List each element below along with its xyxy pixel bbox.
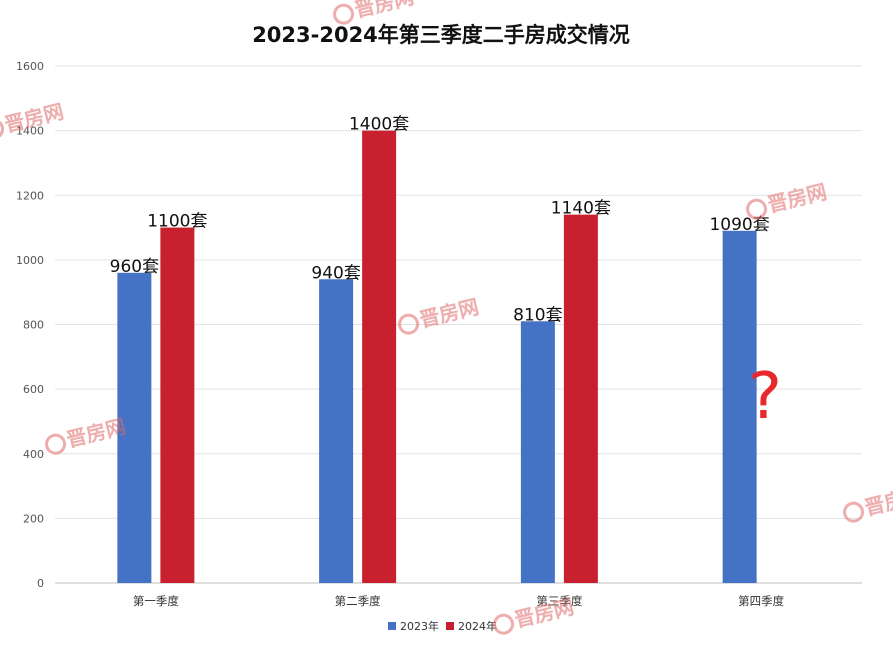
x-tick-label: 第四季度 — [738, 594, 784, 608]
watermark-swirl-icon — [843, 501, 865, 523]
y-tick-label: 200 — [23, 512, 44, 525]
bar-2023 — [319, 279, 354, 583]
legend-swatch-2023 — [388, 622, 396, 630]
watermark-text: 晋房网 — [352, 0, 416, 22]
bar-2023 — [117, 272, 152, 583]
y-tick-label: 1000 — [16, 254, 44, 267]
x-axis: 第一季度 第二季度 第三季度 第四季度 — [133, 594, 785, 608]
legend-label-2024: 2024年 — [458, 619, 497, 633]
bar-2024 — [362, 130, 397, 583]
y-tick-label: 1200 — [16, 189, 44, 202]
bars — [117, 130, 757, 583]
x-tick-label: 第三季度 — [536, 594, 582, 608]
data-label: 1400套 — [349, 115, 409, 135]
legend: 2023年 2024年 — [388, 619, 497, 633]
watermark-logo: 晋房网 — [398, 294, 481, 335]
watermark-swirl-icon — [0, 118, 5, 140]
legend-label-2023: 2023年 — [400, 619, 439, 633]
legend-swatch-2024 — [446, 622, 454, 630]
data-labels: 960套 1100套 940套 1400套 810套 1140套 1090套 — [110, 115, 770, 326]
bar-2023 — [520, 321, 555, 583]
watermark-swirl-icon — [398, 313, 420, 335]
y-tick-label: 800 — [23, 319, 44, 332]
y-tick-label: 1400 — [16, 125, 44, 138]
y-tick-label: 1600 — [16, 60, 44, 73]
data-label: 810套 — [513, 305, 562, 325]
watermark-logo: 晋房网 — [45, 414, 128, 455]
y-axis: 0 200 400 600 800 1000 1200 1400 1600 — [16, 60, 44, 590]
data-label: 940套 — [311, 263, 360, 283]
watermark-text: 晋房网 — [417, 294, 481, 332]
watermark-logo: 晋房网 — [843, 482, 893, 523]
y-tick-label: 600 — [23, 383, 44, 396]
watermark-logo: 晋房网 — [493, 594, 576, 635]
watermark-swirl-icon — [45, 433, 67, 455]
watermark-swirl-icon — [746, 198, 768, 220]
watermark-text: 晋房网 — [862, 482, 893, 520]
data-label: 960套 — [110, 257, 159, 277]
data-label: 1100套 — [147, 212, 207, 232]
question-mark-annotation: ? — [748, 360, 782, 434]
data-label: 1090套 — [709, 215, 769, 235]
bar-2023 — [722, 230, 757, 583]
chart-title: 2023-2024年第三季度二手房成交情况 — [252, 23, 630, 47]
bar-2024 — [563, 214, 598, 583]
bar-2024 — [160, 227, 195, 583]
y-tick-label: 400 — [23, 448, 44, 461]
x-tick-label: 第二季度 — [335, 594, 381, 608]
x-tick-label: 第一季度 — [133, 594, 179, 608]
y-tick-label: 0 — [37, 577, 44, 590]
watermark-text: 晋房网 — [765, 179, 829, 217]
watermark-text: 晋房网 — [512, 594, 576, 632]
watermark-swirl-icon — [493, 613, 515, 635]
data-label: 1140套 — [551, 199, 611, 219]
watermark-swirl-icon — [333, 3, 355, 25]
